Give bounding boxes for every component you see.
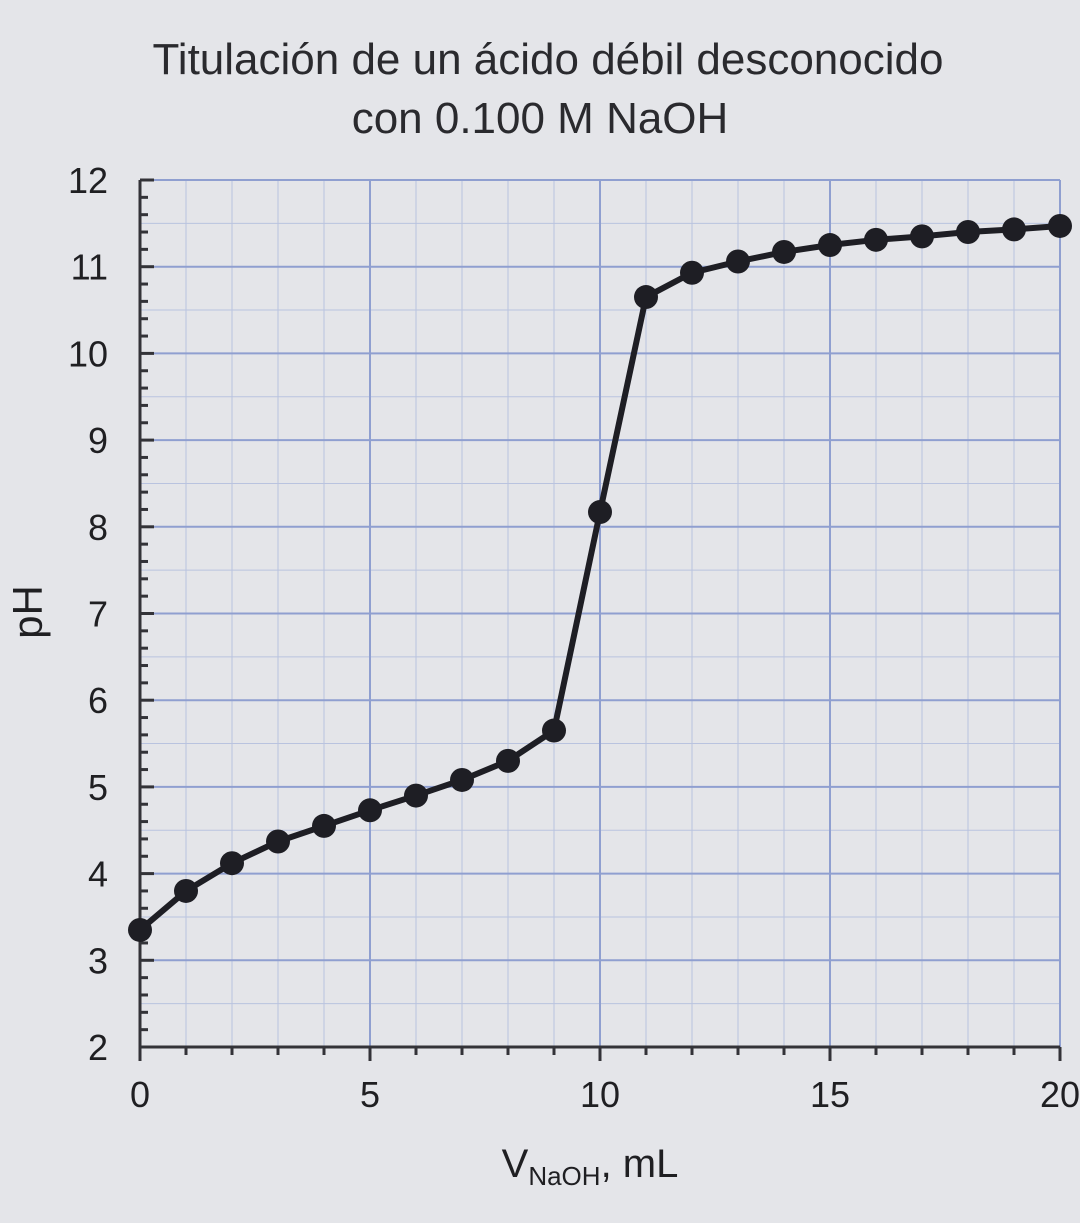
y-tick-label: 3 [88, 940, 108, 981]
y-axis-label: pH [4, 585, 51, 639]
x-tick-label: 0 [130, 1074, 150, 1115]
data-point [1002, 217, 1026, 242]
data-point [496, 748, 520, 773]
y-tick-label: 5 [88, 767, 108, 808]
y-tick-label: 11 [71, 247, 108, 288]
chart-title-line-2: con 0.100 M NaOH [352, 94, 729, 143]
y-tick-label: 12 [68, 160, 108, 201]
data-point [358, 798, 382, 823]
x-axis-label-subscript: NaOH [528, 1161, 600, 1191]
axis-ticks: 2 3 4 5 6 7 8 9 10 11 12 0 5 10 15 20 [68, 160, 1080, 1115]
data-point [956, 220, 980, 245]
x-tick-label: 20 [1040, 1074, 1080, 1115]
data-point [174, 878, 198, 903]
data-point [680, 260, 704, 285]
data-point [864, 227, 888, 252]
series-group [128, 213, 1072, 942]
y-tick-label: 7 [88, 594, 108, 635]
data-point [404, 783, 428, 808]
data-point [726, 249, 750, 274]
data-point [818, 233, 842, 258]
data-point [1048, 213, 1072, 238]
data-point [542, 718, 566, 743]
y-tick-label: 10 [68, 333, 108, 374]
data-point [312, 813, 336, 838]
y-tick-label: 9 [88, 420, 108, 461]
data-point [634, 285, 658, 310]
chart-title-line-1: Titulación de un ácido débil desconocido [153, 35, 944, 84]
x-axis-label-unit: , mL [601, 1142, 679, 1186]
data-point [220, 851, 244, 876]
data-point [910, 224, 934, 249]
data-point [772, 239, 796, 264]
y-tick-label: 2 [88, 1027, 108, 1068]
y-tick-label: 4 [88, 854, 108, 895]
plot-grid [139, 179, 1061, 1048]
x-axis-label-main: V [502, 1142, 529, 1186]
x-tick-label: 15 [810, 1074, 850, 1115]
x-tick-label: 5 [360, 1074, 380, 1115]
y-tick-label: 6 [88, 680, 108, 721]
y-tick-label: 8 [88, 507, 108, 548]
x-tick-label: 10 [580, 1074, 620, 1115]
data-point [266, 829, 290, 854]
data-point [128, 917, 152, 942]
data-point [588, 500, 612, 525]
x-axis-label: VNaOH, mL [502, 1142, 679, 1191]
data-point [450, 767, 474, 792]
